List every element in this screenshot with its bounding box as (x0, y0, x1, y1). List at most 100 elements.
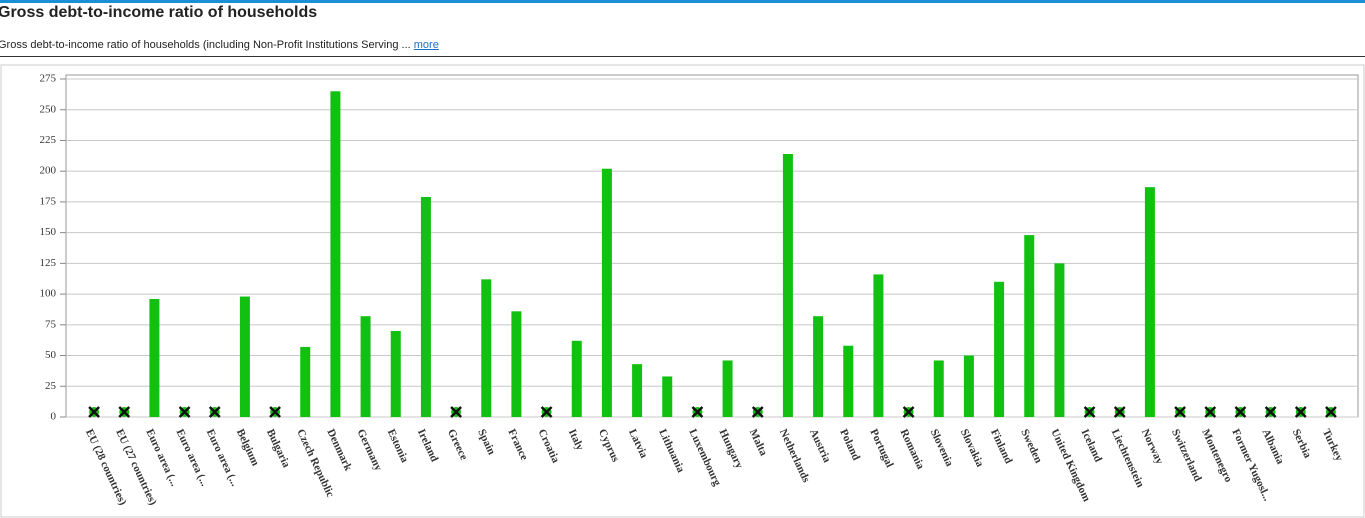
plot-frame (65, 74, 1359, 418)
missing-cross (1204, 406, 1217, 418)
missing-marker (208, 406, 221, 418)
missing-marker (1113, 406, 1126, 418)
x-tick-label: Spain (475, 427, 497, 456)
missing-marker (751, 406, 764, 418)
x-tick-label: Liechtenstein (1109, 427, 1146, 489)
missing-marker (178, 406, 191, 418)
x-tick-label: Estonia (385, 427, 411, 465)
missing-marker (1174, 406, 1186, 418)
x-tick-label: Poland (837, 427, 862, 462)
bar (330, 91, 341, 418)
bar (239, 296, 250, 417)
bar (873, 274, 884, 417)
x-tick-label: Turkey (1320, 427, 1345, 463)
subtitle: Gross debt-to-income ratio of households… (0, 39, 411, 51)
bar (420, 196, 431, 417)
y-tick-label: 150 (40, 226, 57, 238)
missing-cross (1234, 406, 1247, 418)
missing-cross (208, 406, 221, 418)
x-tick-label: Norway (1139, 427, 1166, 466)
bar (933, 360, 944, 417)
bar (963, 355, 974, 417)
bar (1024, 235, 1035, 417)
x-tick-label: Netherlands (777, 427, 812, 485)
y-tick-label: 225 (40, 134, 57, 146)
x-tick-label: Ireland (415, 427, 441, 463)
x-tick-label: Germany (355, 427, 385, 473)
x-tick-label: Finland (988, 427, 1014, 465)
y-tick-label: 25 (45, 380, 57, 392)
missing-cross (902, 406, 915, 418)
missing-cross (691, 406, 704, 418)
divider (0, 56, 1365, 57)
bar (782, 153, 793, 417)
missing-cross (1083, 406, 1096, 418)
missing-cross (118, 406, 131, 418)
y-tick-label: 125 (40, 257, 57, 269)
missing-marker (1204, 406, 1217, 418)
missing-marker (1234, 406, 1247, 418)
x-tick-label: Montenegro (1199, 427, 1234, 484)
x-tick-label: Switzerland (1169, 427, 1204, 483)
bar (300, 346, 311, 417)
missing-marker (1264, 406, 1277, 418)
x-tick-label: Slovakia (958, 427, 986, 469)
missing-marker (1294, 406, 1307, 418)
bar (481, 279, 492, 417)
missing-marker (88, 406, 100, 418)
y-tick-label: 100 (40, 288, 57, 300)
bar (360, 316, 371, 417)
bar (390, 330, 401, 417)
chart-frame (0, 64, 1365, 518)
missing-marker (1083, 406, 1096, 418)
x-tick-label: Albania (1260, 427, 1287, 466)
x-tick-label: Portugal (867, 427, 895, 469)
more-link[interactable]: more (413, 39, 439, 51)
missing-cross (540, 406, 553, 418)
bar (571, 340, 582, 417)
x-tick-label: Romania (898, 427, 927, 471)
missing-marker (1325, 406, 1337, 418)
y-tick-label: 50 (45, 349, 57, 361)
x-tick-label: Iceland (1079, 427, 1105, 464)
x-tick-label: Sweden (1018, 427, 1044, 465)
x-tick-label: Italy (566, 427, 586, 452)
x-tick-label: Bulgaria (264, 427, 292, 470)
missing-cross (1264, 406, 1277, 418)
x-tick-label: Hungary (717, 427, 746, 471)
bar (511, 311, 522, 417)
bar (601, 168, 612, 417)
bar (149, 299, 160, 417)
y-tick-label: 75 (45, 318, 57, 330)
missing-cross (178, 406, 191, 418)
bar (1144, 187, 1155, 417)
bar (1054, 263, 1065, 417)
missing-marker (691, 406, 704, 418)
x-tick-label: Croatia (536, 427, 562, 465)
x-tick-label: Belgium (234, 427, 261, 468)
bar (722, 360, 733, 417)
missing-cross (1113, 406, 1126, 418)
y-tick-label: 200 (40, 165, 57, 177)
x-tick-label: Slovenia (928, 427, 956, 469)
x-tick-label: Latvia (626, 427, 650, 460)
x-tick-label: Denmark (324, 427, 354, 473)
bar (662, 376, 673, 417)
subtitle-row: Gross debt-to-income ratio of households… (0, 39, 439, 51)
x-tick-label: France (505, 427, 530, 462)
missing-cross (751, 406, 764, 418)
missing-marker (902, 406, 915, 418)
bar (843, 345, 854, 417)
y-tick-label: 0 (51, 411, 57, 423)
top-bar (0, 0, 1365, 3)
x-tick-label: Malta (747, 427, 770, 458)
x-tick-label: Greece (445, 427, 470, 462)
bar (994, 281, 1005, 417)
y-tick-label: 175 (40, 195, 57, 207)
x-tick-label: Austria (807, 427, 833, 465)
x-tick-label: Lithuania (656, 427, 687, 475)
missing-cross (1174, 406, 1186, 418)
bar (813, 316, 824, 417)
missing-marker (118, 406, 131, 418)
missing-cross (450, 406, 462, 418)
